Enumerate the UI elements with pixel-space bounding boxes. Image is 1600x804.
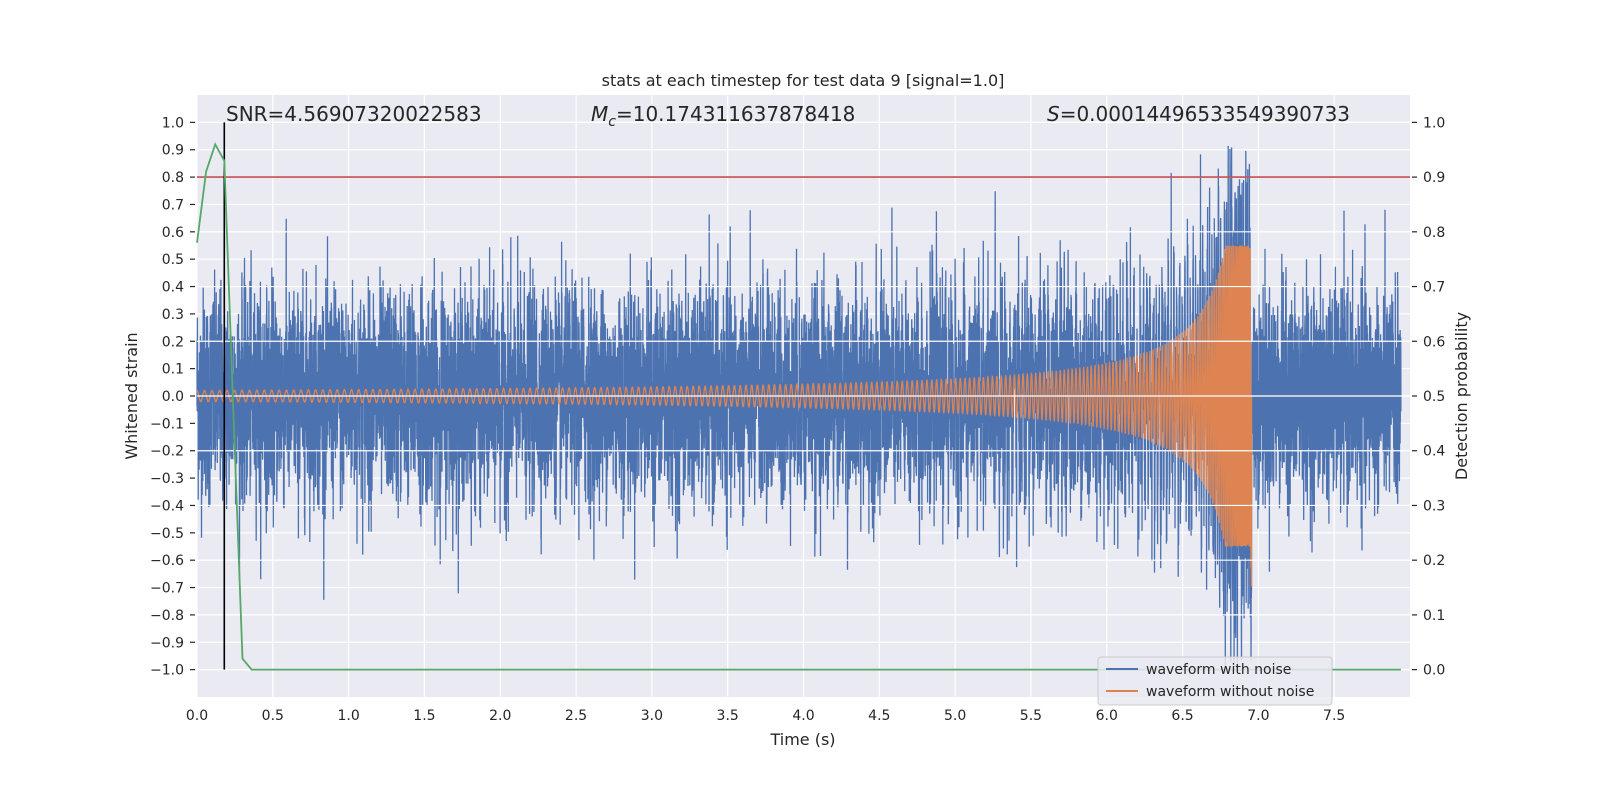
x-tick-label: 6.0 [1096, 708, 1118, 724]
chirp-mass-annotation: Mc=10.174311637878418 [591, 102, 855, 130]
x-tick-label: 0.0 [186, 708, 208, 724]
y-tick-label: −0.6 [150, 553, 184, 569]
overlay-group [196, 122, 1410, 671]
x-tick-label: 4.0 [792, 708, 814, 724]
s-symbol: S [1047, 102, 1060, 126]
x-axis-label: Time (s) [769, 730, 835, 749]
x-tick-label: 2.5 [565, 708, 587, 724]
chart-title: stats at each timestep for test data 9 [… [602, 71, 1005, 90]
y-tick-label: −0.2 [150, 444, 184, 460]
mc-value: =10.174311637878418 [616, 102, 855, 126]
s-value: =0.00014496533549390733 [1060, 102, 1350, 126]
series-waveform-with-noise [196, 145, 1402, 670]
legend-label-clean: waveform without noise [1146, 684, 1314, 700]
y2-tick-label: 0.6 [1423, 334, 1445, 350]
x-tick-label: 6.5 [1171, 708, 1193, 724]
legend-box [1097, 656, 1333, 706]
y-tick-label: 0.8 [162, 170, 184, 186]
x-tick-label: 7.5 [1323, 708, 1345, 724]
y-tick-label: −0.7 [150, 581, 184, 597]
y2-axis-label: Detection probability [1452, 312, 1471, 480]
x-tick-label: 2.0 [489, 708, 511, 724]
x-tick-label: 3.5 [717, 708, 739, 724]
y-tick-label: 0.4 [162, 280, 184, 296]
mc-subscript: c [608, 114, 616, 130]
y-tick-label: 0.0 [162, 389, 184, 405]
y-tick-label: −0.5 [150, 526, 184, 542]
y-tick-label: 1.0 [162, 115, 184, 131]
y-tick-label: 0.3 [162, 307, 184, 323]
y-tick-label: 0.6 [162, 225, 184, 241]
y-tick-label: 0.1 [162, 362, 184, 378]
x-tick-label: 5.0 [944, 708, 966, 724]
y-tick-label: −0.9 [150, 635, 184, 651]
snr-annotation: SNR=4.56907320022583 [226, 102, 482, 126]
x-tick-label: 4.5 [868, 708, 890, 724]
series-group [196, 145, 1402, 670]
y-tick-label: −1.0 [150, 663, 184, 679]
y-tick-label: −0.3 [150, 471, 184, 487]
y2-tick-label: 0.8 [1423, 225, 1445, 241]
y2-tick-label: 1.0 [1423, 115, 1445, 131]
y2-tick-label: 0.3 [1423, 498, 1445, 514]
y2-tick-label: 0.5 [1423, 389, 1445, 405]
y2-tick-label: 0.9 [1423, 170, 1445, 186]
y-tick-label: 0.2 [162, 334, 184, 350]
y-tick-label: 0.9 [162, 143, 184, 159]
ticks-group: 0.0 0.5 1.0 1.5 2.0 2.5 3.0 3.5 4.0 4.5 5.0 5.5 6.0 6… [150, 115, 1445, 724]
y-axis-label: Whitened strain [122, 332, 141, 459]
x-tick-label: 3.0 [641, 708, 663, 724]
series-waveform-without-noise [196, 245, 1401, 587]
x-tick-label: 1.5 [413, 708, 435, 724]
mc-symbol: M [591, 102, 608, 126]
y2-tick-label: 0.2 [1423, 553, 1445, 569]
y-tick-label: −0.8 [150, 608, 184, 624]
legend-label-noisy: waveform with noise [1146, 662, 1291, 678]
series-detection-probability [196, 142, 1401, 671]
x-tick-label: 1.0 [337, 708, 359, 724]
y2-tick-label: 0.0 [1423, 663, 1445, 679]
y2-tick-label: 0.7 [1423, 280, 1445, 296]
legend: waveform with noise waveform without noi… [1097, 656, 1333, 706]
y2-tick-label: 0.1 [1423, 608, 1445, 624]
y-tick-label: −0.4 [150, 498, 184, 514]
y-tick-label: 0.7 [162, 197, 184, 213]
y2-tick-label: 0.4 [1423, 444, 1445, 460]
x-tick-label: 5.5 [1020, 708, 1042, 724]
s-annotation: S=0.00014496533549390733 [1047, 102, 1350, 126]
x-tick-label: 7.0 [1247, 708, 1269, 724]
x-tick-label: 0.5 [262, 708, 284, 724]
y-tick-label: −0.1 [150, 416, 184, 432]
y-tick-label: 0.5 [162, 252, 184, 268]
